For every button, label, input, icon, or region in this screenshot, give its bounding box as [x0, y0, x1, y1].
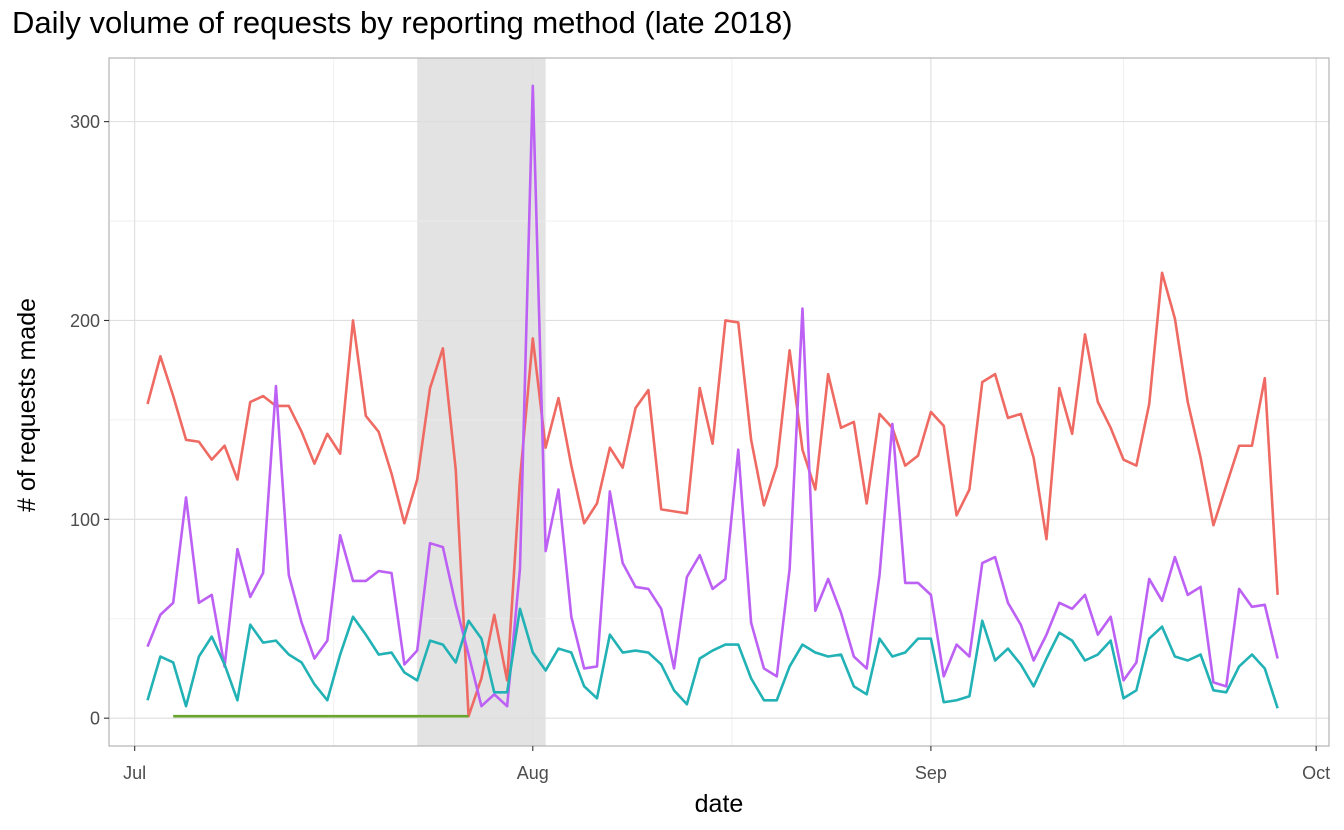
y-tick-label: 200	[70, 311, 100, 331]
x-tick-label: Sep	[915, 763, 947, 783]
x-axis-title: date	[695, 790, 744, 818]
series-line-3	[146, 607, 1279, 709]
y-tick-label: 100	[70, 510, 100, 530]
y-tick-label: 0	[90, 709, 100, 729]
y-axis-title: # of requests made	[13, 298, 41, 512]
series-layer	[146, 84, 1279, 718]
x-tick-label: Aug	[517, 763, 549, 783]
axis-layer: 0 100 200 300 Jul Aug Sep Oct	[70, 112, 1330, 783]
plot-area	[108, 57, 1330, 747]
grid-layer	[109, 58, 1329, 746]
y-tick-label: 300	[70, 112, 100, 132]
chart-title: Daily volume of requests by reporting me…	[12, 5, 793, 40]
series-line-1	[146, 271, 1279, 718]
panel-border	[108, 57, 1330, 747]
series-line-2	[146, 84, 1279, 708]
x-tick-label: Jul	[123, 763, 146, 783]
x-tick-label: Oct	[1302, 763, 1330, 783]
